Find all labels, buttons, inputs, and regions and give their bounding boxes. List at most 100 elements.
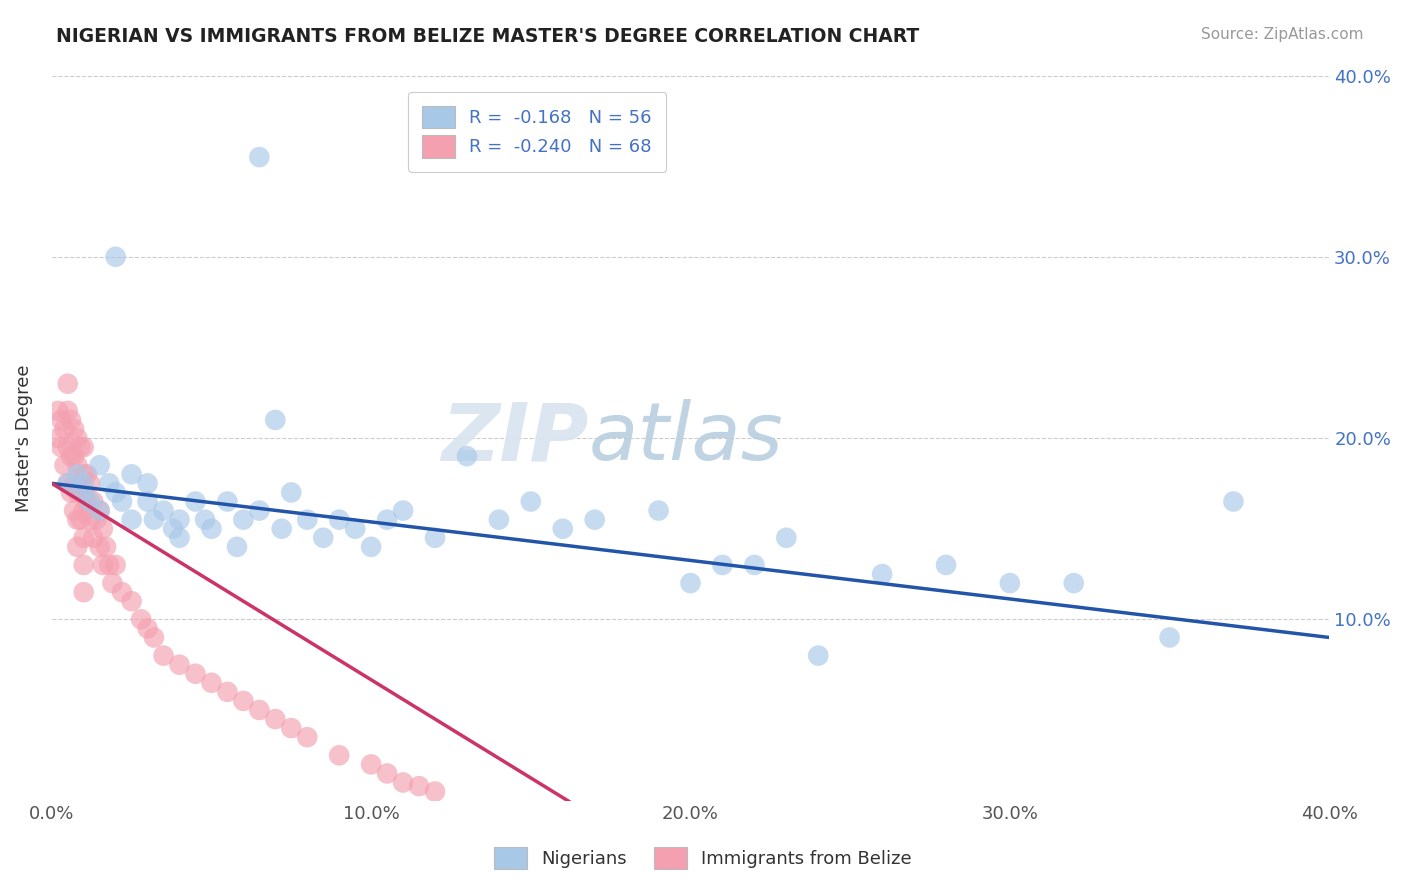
Point [66, 540, 89, 554]
Point [169, 657, 191, 672]
Point [104, 558, 127, 572]
Point [121, 594, 143, 608]
Y-axis label: Master's Degree: Master's Degree [15, 364, 32, 512]
Point [200, 522, 222, 536]
Point [194, 513, 217, 527]
Point [264, 712, 287, 726]
Point [101, 576, 124, 591]
Point [142, 513, 165, 527]
Point [392, 503, 415, 517]
Point [775, 531, 797, 545]
Point [1222, 494, 1244, 508]
Point [94, 540, 117, 554]
Point [807, 648, 830, 663]
Point [51, 440, 73, 454]
Point [1159, 631, 1181, 645]
Point [184, 494, 207, 508]
Point [79, 513, 101, 527]
Point [56, 476, 79, 491]
Legend: R =  -0.168   N = 56, R =  -0.240   N = 68: R = -0.168 N = 56, R = -0.240 N = 68 [408, 92, 666, 172]
Point [69, 476, 91, 491]
Point [76, 467, 98, 482]
Point [73, 485, 96, 500]
Point [217, 494, 239, 508]
Point [247, 150, 270, 164]
Point [46, 431, 69, 445]
Point [91, 558, 114, 572]
Point [91, 522, 114, 536]
Point [46, 404, 69, 418]
Point [136, 621, 159, 635]
Point [136, 476, 159, 491]
Point [200, 675, 222, 690]
Point [53, 422, 76, 436]
Point [69, 440, 91, 454]
Point [98, 476, 121, 491]
Point [169, 513, 191, 527]
Point [247, 503, 270, 517]
Point [232, 513, 254, 527]
Point [89, 503, 111, 517]
Point [66, 431, 89, 445]
Point [136, 494, 159, 508]
Point [73, 531, 96, 545]
Point [56, 440, 79, 454]
Point [129, 612, 152, 626]
Point [89, 458, 111, 473]
Point [1063, 576, 1085, 591]
Point [280, 721, 302, 735]
Point [392, 775, 415, 789]
Point [79, 494, 101, 508]
Point [375, 766, 398, 780]
Point [935, 558, 957, 572]
Point [73, 503, 96, 517]
Point [423, 531, 446, 545]
Point [63, 503, 86, 517]
Point [111, 585, 134, 599]
Point [66, 467, 89, 482]
Point [66, 458, 89, 473]
Point [360, 757, 382, 772]
Text: atlas: atlas [588, 399, 783, 477]
Point [226, 540, 249, 554]
Point [73, 476, 96, 491]
Point [63, 422, 86, 436]
Point [69, 513, 91, 527]
Point [344, 522, 367, 536]
Point [111, 494, 134, 508]
Point [73, 440, 96, 454]
Point [63, 449, 86, 463]
Point [264, 413, 287, 427]
Point [56, 376, 79, 391]
Point [232, 694, 254, 708]
Point [217, 685, 239, 699]
Point [488, 513, 510, 527]
Point [86, 513, 108, 527]
Text: NIGERIAN VS IMMIGRANTS FROM BELIZE MASTER'S DEGREE CORRELATION CHART: NIGERIAN VS IMMIGRANTS FROM BELIZE MASTE… [56, 27, 920, 45]
Point [82, 494, 104, 508]
Point [456, 449, 478, 463]
Point [360, 540, 382, 554]
Point [280, 485, 302, 500]
Legend: Nigerians, Immigrants from Belize: Nigerians, Immigrants from Belize [485, 838, 921, 879]
Point [870, 567, 893, 582]
Text: ZIP: ZIP [441, 399, 588, 477]
Point [51, 413, 73, 427]
Point [270, 522, 292, 536]
Point [104, 485, 127, 500]
Point [184, 666, 207, 681]
Point [744, 558, 766, 572]
Point [297, 513, 319, 527]
Point [63, 476, 86, 491]
Text: Source: ZipAtlas.com: Source: ZipAtlas.com [1201, 27, 1364, 42]
Point [169, 531, 191, 545]
Point [679, 576, 702, 591]
Point [375, 513, 398, 527]
Point [162, 522, 184, 536]
Point [73, 467, 96, 482]
Point [297, 730, 319, 744]
Point [408, 779, 430, 793]
Point [142, 631, 165, 645]
Point [56, 404, 79, 418]
Point [82, 531, 104, 545]
